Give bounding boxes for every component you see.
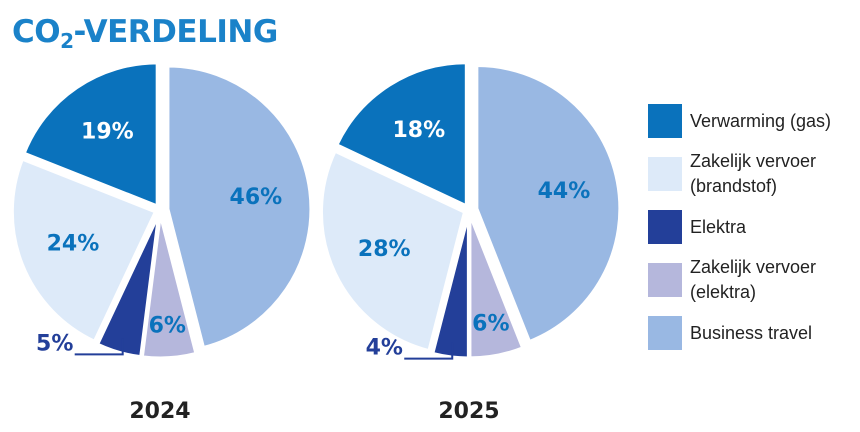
slice-elektra-2024: [95, 214, 161, 359]
legend-label-zakelijk-brandstof: Zakelijk vervoer (brandstof): [690, 151, 817, 196]
chart-title: CO2-VERDELING: [12, 14, 278, 53]
legend-item-verwarming: Verwarming (gas): [648, 104, 853, 138]
slice-label-business-travel-2025: 44%: [538, 179, 591, 204]
title-rest: -VERDELING: [73, 14, 279, 50]
slice-business-travel-2025: [475, 63, 622, 344]
legend-swatch-zakelijk-elektra: [648, 263, 682, 297]
leader-line-2024: [74, 338, 124, 356]
slice-label-elektra-2024: 5%: [36, 331, 73, 356]
slice-label-elektra-2025: 4%: [366, 336, 403, 361]
legend-swatch-elektra: [648, 210, 682, 244]
legend-item-zakelijk-brandstof: Zakelijk vervoer (brandstof): [648, 149, 853, 199]
slice-verwarming-gas-2025: [334, 61, 468, 209]
slice-label-zakelijk-vervoer-brandstof-2025: 28%: [358, 237, 411, 262]
slice-zakelijk-vervoer-elektra-2024: [140, 214, 198, 360]
legend-swatch-business-travel: [648, 316, 682, 350]
legend-item-elektra: Elektra: [648, 210, 853, 244]
legend-label-zakelijk-elektra: Zakelijk vervoer (elektra): [690, 257, 817, 302]
legend-label-business-travel: Business travel: [690, 322, 813, 343]
legend-item-zakelijk-elektra: Zakelijk vervoer (elektra): [648, 255, 853, 305]
legend: Verwarming (gas) Zakelijk vervoer (brand…: [648, 104, 853, 361]
slice-zakelijk-vervoer-elektra-2025: [468, 214, 525, 360]
year-label-2024: 2024: [129, 399, 190, 424]
pie-charts: 46% 6% 5% 24% 19% 2024 44% 6% 4% 28% 18% 2025: [10, 61, 622, 424]
legend-swatch-zakelijk-brandstof: [648, 157, 682, 191]
year-label-2025: 2025: [438, 399, 499, 424]
title-co: CO: [12, 14, 61, 50]
slice-label-zakelijk-vervoer-brandstof-2024: 24%: [47, 231, 100, 256]
slice-label-zakelijk-vervoer-elektra-2025: 6%: [472, 311, 509, 336]
slice-label-verwarming-gas-2025: 18%: [392, 118, 445, 143]
slice-business-travel-2024: [166, 64, 313, 350]
slice-verwarming-gas-2024: [22, 61, 159, 209]
legend-label-verwarming: Verwarming (gas): [690, 110, 832, 131]
legend-label-elektra: Elektra: [690, 216, 747, 237]
title-subscript: 2: [60, 29, 74, 53]
slice-zakelijk-vervoer-brandstof-2024: [10, 157, 158, 344]
legend-item-business-travel: Business travel: [648, 316, 853, 350]
slice-zakelijk-vervoer-brandstof-2025: [320, 149, 467, 353]
slice-label-zakelijk-vervoer-elektra-2024: 6%: [149, 313, 186, 338]
slice-label-business-travel-2024: 46%: [230, 185, 283, 210]
slice-elektra-2025: [430, 214, 470, 360]
leader-line-2025: [404, 342, 454, 360]
pie-2024: 46% 6% 5% 24% 19% 2024: [10, 61, 313, 424]
slice-label-verwarming-gas-2024: 19%: [81, 120, 134, 145]
legend-swatch-verwarming: [648, 104, 682, 138]
pie-2025: 44% 6% 4% 28% 18% 2025: [320, 61, 622, 424]
